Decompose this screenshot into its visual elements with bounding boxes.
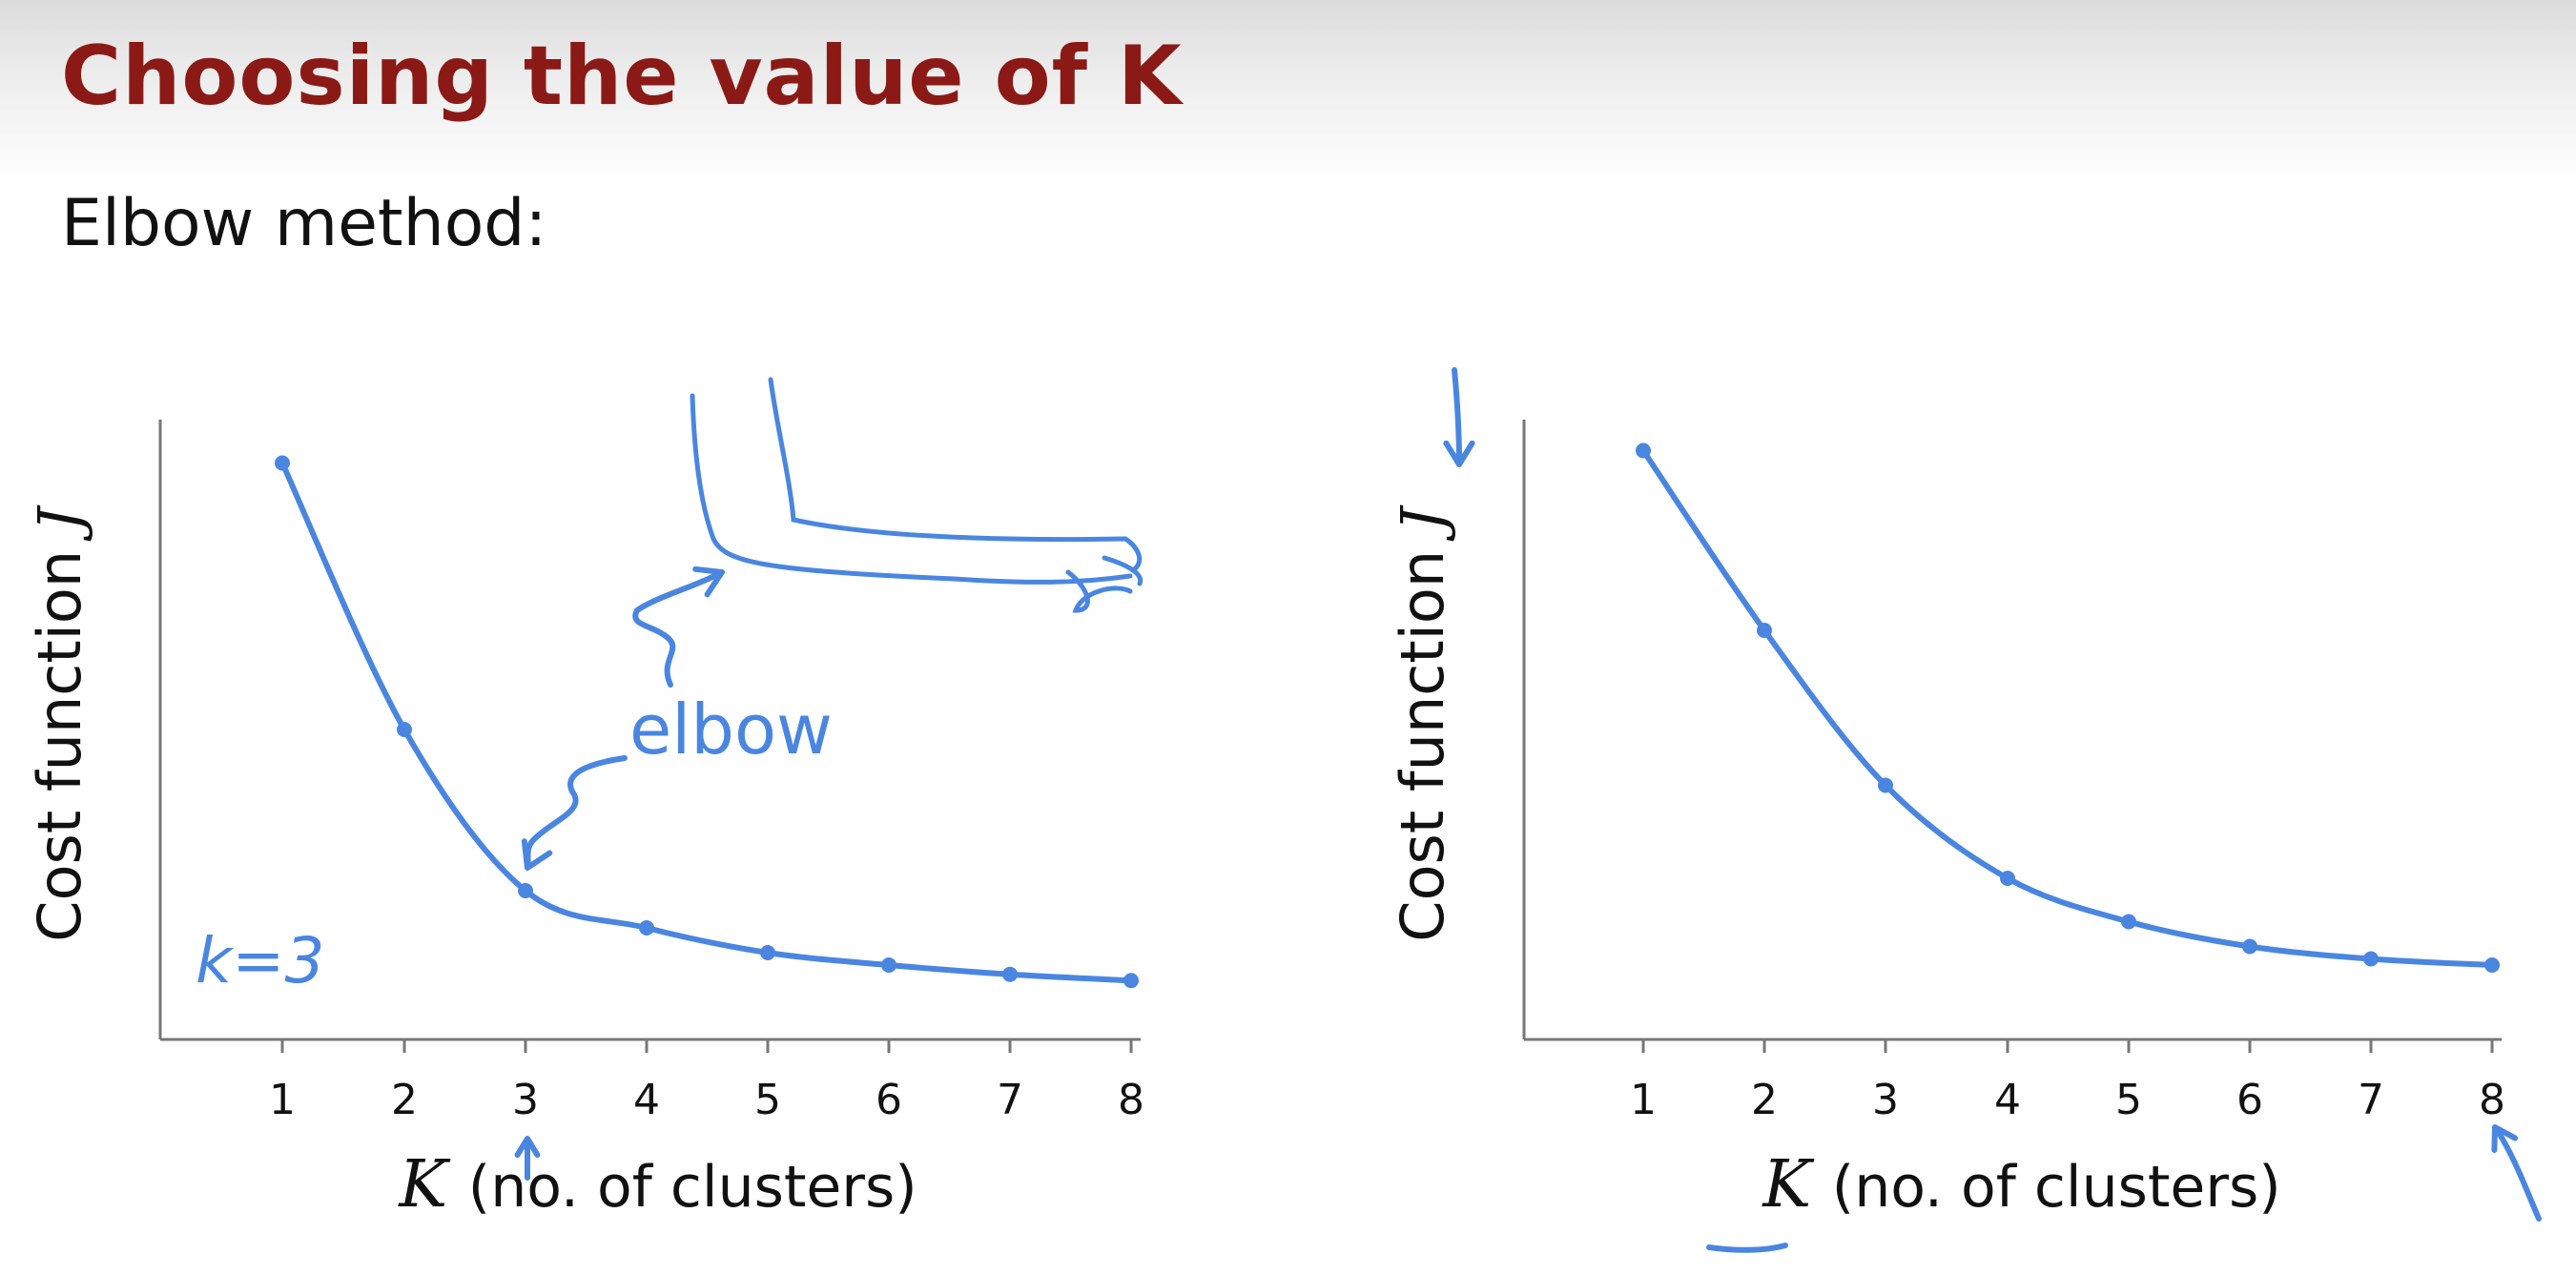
x-axis-label-text: (no. of clusters) [468,1154,917,1221]
x-axis-label: K (no. of clusters) [397,1147,917,1223]
tick3-arrow-head [514,1136,541,1159]
x-tick-label: 1 [1630,1076,1657,1124]
data-point [1636,442,1651,459]
x-axis-variable: K [397,1147,467,1223]
x-tick-label: 7 [997,1076,1023,1124]
j-arrow-head [1443,440,1475,467]
data-point [1878,777,1893,793]
data-point [881,957,896,973]
data-point [1002,966,1018,982]
j-arrow [1452,367,1462,465]
chart-2: 1 2 3 4 5 6 7 8 Cost function J K (no. of cluster… [1388,367,2542,1253]
data-point [2484,957,2500,973]
k-underline [1706,1243,1788,1253]
data-point [2363,951,2379,967]
x-tick-label: 4 [1994,1076,2021,1124]
x-tick-label: 6 [876,1076,902,1124]
data-point [1757,623,1772,638]
data-point [518,883,533,898]
data-point [275,455,290,471]
x-tick-label: 7 [2358,1076,2384,1124]
x-tick-label: 8 [1118,1076,1144,1124]
data-point [397,722,412,737]
slide-header [0,0,2576,181]
data-point [2000,871,2015,886]
tick8-arrow-head [2491,1124,2519,1153]
x-tick-label: 3 [512,1076,539,1124]
x-tick-label: 5 [2115,1076,2142,1124]
tick8-arrow [2494,1127,2542,1222]
x-tick-label: 5 [754,1076,781,1124]
arm-sketch-lower [690,393,1133,585]
data-point [1123,973,1139,989]
x-axis-label: K (no. of clusters) [1761,1147,2280,1223]
elbow-label: elbow [629,689,833,770]
arrow-to-arm [632,569,725,688]
slide-title: Choosing the value of K [61,29,1183,124]
x-tick-label: 2 [1751,1076,1778,1124]
arrow-to-point [525,755,628,869]
hand-sketch [1065,555,1144,613]
slide-subtitle: Elbow method: [61,186,547,261]
arm-sketch-upper [768,377,1143,573]
x-axis-variable: K [1761,1147,1831,1223]
x-tick-label: 8 [2479,1076,2505,1124]
y-axis-label: Cost function J [1388,504,1457,942]
data-point [2242,938,2257,955]
x-tick-label: 1 [269,1076,296,1124]
chart-1: 1 2 3 4 5 6 7 8 Cost function J K (no. of cluster… [25,377,1144,1223]
y-axis-label: Cost function J [25,504,94,942]
arrow-to-point-head [521,838,553,871]
data-point [2121,914,2136,930]
series-line [1640,447,2495,968]
y-axis-label-text: Cost function [25,531,94,942]
k-label: k=3 [196,924,325,997]
data-point [639,920,654,936]
x-tick-label: 6 [2236,1076,2263,1124]
y-axis-label-text: Cost function [1388,531,1457,942]
series-line [279,460,1134,984]
x-tick-label: 2 [391,1076,418,1124]
x-axis-label-text: (no. of clusters) [1832,1154,2281,1221]
x-tick-label: 4 [633,1076,660,1124]
data-point [760,945,775,960]
x-tick-label: 3 [1872,1076,1899,1124]
arrow-to-arm-head [692,566,725,598]
